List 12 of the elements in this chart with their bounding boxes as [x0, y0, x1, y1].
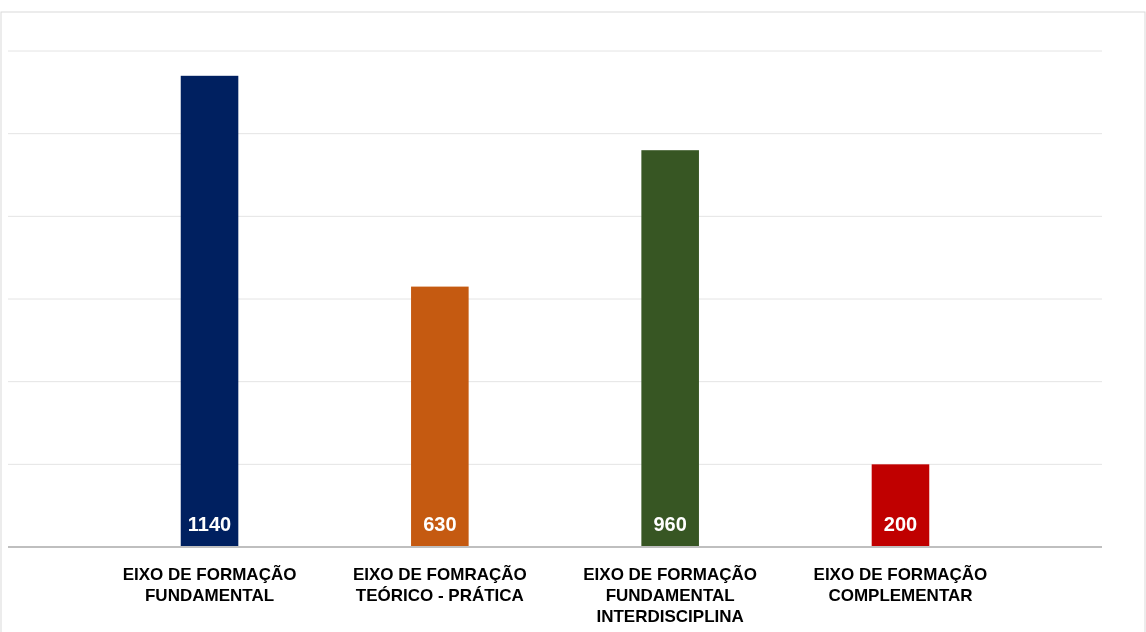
- data-label: 200: [883, 513, 918, 535]
- bar: [180, 75, 239, 547]
- data-label: 630: [423, 513, 457, 535]
- data-label: 960: [653, 513, 687, 535]
- data-label: 1140: [187, 513, 232, 535]
- bar: [411, 286, 469, 547]
- x-tick-label: EIXO DE FORMAÇÃO FUNDAMENTAL: [122, 564, 297, 605]
- x-tick-label: EIXO DE FORMAÇÃO COMPLEMENTAR: [813, 564, 988, 605]
- x-tick-label: EIXO DE FORMAÇÃO FUNDAMENTAL INTERDISCIPLINA: [583, 564, 758, 626]
- bar: [871, 464, 930, 547]
- x-tick-label: EIXO DE FOMRAÇÃO TEÓRICO - PRÁTICA: [352, 564, 527, 605]
- bar: [641, 150, 699, 547]
